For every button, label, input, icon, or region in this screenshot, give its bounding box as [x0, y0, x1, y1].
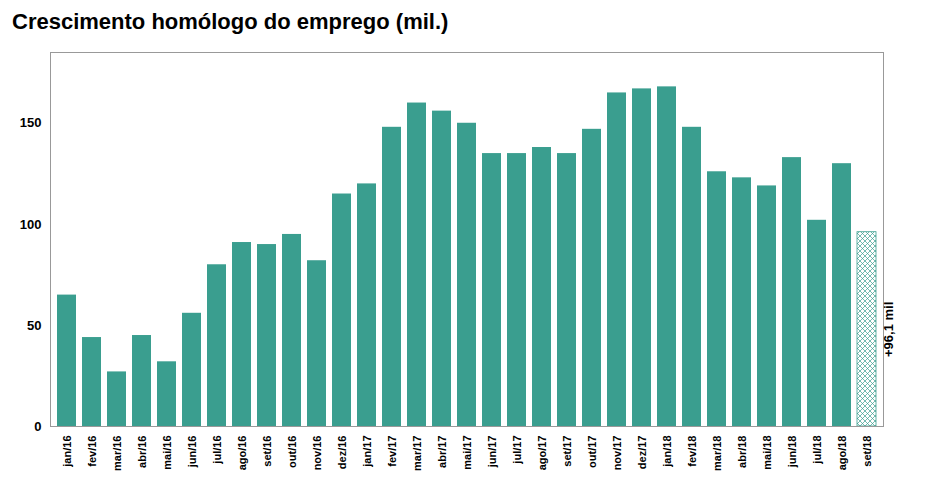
svg-text:150: 150 [20, 115, 42, 130]
svg-text:jun/18: jun/18 [786, 436, 798, 469]
svg-text:nov/17: nov/17 [611, 436, 623, 471]
svg-text:mar/16: mar/16 [111, 436, 123, 471]
svg-text:100: 100 [20, 216, 42, 231]
svg-text:set/18: set/18 [861, 436, 873, 467]
svg-text:50: 50 [27, 318, 41, 333]
svg-text:fev/18: fev/18 [686, 436, 698, 467]
svg-text:jun/16: jun/16 [186, 436, 198, 469]
svg-text:mar/18: mar/18 [711, 436, 723, 471]
svg-text:jan/16: jan/16 [61, 436, 73, 468]
svg-text:dez/17: dez/17 [636, 436, 648, 470]
svg-text:jan/18: jan/18 [661, 436, 673, 468]
svg-text:abr/17: abr/17 [436, 436, 448, 468]
svg-text:+96,1 mil: +96,1 mil [881, 302, 896, 357]
svg-text:jul/18: jul/18 [811, 436, 823, 465]
svg-text:jun/17: jun/17 [486, 436, 498, 469]
svg-text:abr/18: abr/18 [736, 436, 748, 468]
svg-text:jan/17: jan/17 [361, 436, 373, 468]
svg-text:0: 0 [34, 419, 41, 434]
svg-text:mai/18: mai/18 [761, 436, 773, 470]
svg-text:out/16: out/16 [286, 436, 298, 468]
svg-text:ago/18: ago/18 [836, 436, 848, 471]
svg-text:fev/16: fev/16 [86, 436, 98, 467]
svg-text:jul/16: jul/16 [211, 436, 223, 465]
svg-text:dez/16: dez/16 [336, 436, 348, 470]
svg-text:nov/16: nov/16 [311, 436, 323, 471]
svg-text:jul/17: jul/17 [511, 436, 523, 465]
svg-text:ago/16: ago/16 [236, 436, 248, 471]
svg-text:set/16: set/16 [261, 436, 273, 467]
svg-text:fev/17: fev/17 [386, 436, 398, 467]
svg-text:ago/17: ago/17 [536, 436, 548, 471]
svg-text:set/17: set/17 [561, 436, 573, 467]
svg-text:abr/16: abr/16 [136, 436, 148, 468]
svg-text:mar/17: mar/17 [411, 436, 423, 471]
svg-text:mai/16: mai/16 [161, 436, 173, 470]
svg-text:mai/17: mai/17 [461, 436, 473, 470]
svg-text:out/17: out/17 [586, 436, 598, 468]
html-text:Crescimento homólogo do empreg: Crescimento homólogo do emprego (mil.) [12, 9, 449, 34]
